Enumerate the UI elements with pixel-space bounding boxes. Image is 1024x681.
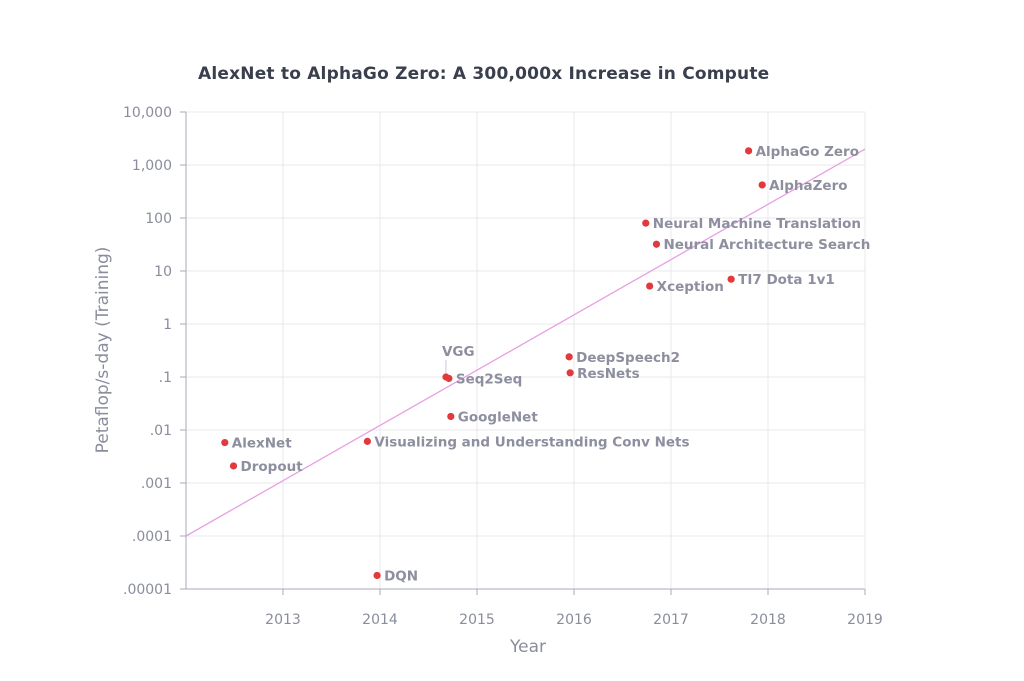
chart-title: AlexNet to AlphaGo Zero: A 300,000x Incr… xyxy=(198,64,770,84)
data-point xyxy=(363,437,371,445)
point-label: ResNets xyxy=(577,366,640,382)
y-tick-label: .001 xyxy=(141,476,172,492)
point-label: Dropout xyxy=(241,459,304,475)
x-tick-label: 2013 xyxy=(265,612,301,628)
data-point xyxy=(758,181,766,189)
y-tick-label: 10 xyxy=(154,264,172,280)
y-tick-label: .1 xyxy=(159,370,172,386)
x-tick-label: 2019 xyxy=(847,612,883,628)
data-point xyxy=(229,462,238,470)
point-label: Neural Architecture Search xyxy=(663,237,870,253)
data-point xyxy=(373,571,381,580)
x-tick-label: 2018 xyxy=(750,612,786,628)
point-labels: AlexNet Dropout Visualizing and Understand… xyxy=(232,144,871,585)
axes: .00001 .0001 .001 .01 .1 1 10 100 1,000 10,000 201… xyxy=(123,105,883,628)
y-tick-label: 100 xyxy=(145,211,172,227)
point-label: AlexNet xyxy=(232,436,292,452)
data-point xyxy=(566,369,574,377)
y-tick-label: .0001 xyxy=(132,529,172,545)
data-point xyxy=(652,240,661,248)
point-label: Seq2Seq xyxy=(456,371,522,387)
data-point xyxy=(447,412,455,421)
data-points xyxy=(221,147,766,580)
y-tick-label: 10,000 xyxy=(123,105,172,121)
data-point xyxy=(727,275,735,283)
point-label: AlphaZero xyxy=(769,178,847,194)
x-axis-title: Year xyxy=(509,637,546,657)
data-point xyxy=(565,353,573,361)
point-label: Visualizing and Understanding Conv Nets xyxy=(374,434,689,450)
grid-lines xyxy=(186,111,865,589)
y-tick-label: 1 xyxy=(163,317,172,333)
point-label: VGG xyxy=(442,344,475,360)
point-label: DQN xyxy=(384,568,418,584)
y-tick-label: .01 xyxy=(150,423,172,439)
y-tick-label: 1,000 xyxy=(132,158,172,174)
y-axis-title: Petaflop/s-day (Training) xyxy=(93,247,113,454)
point-label: Xception xyxy=(657,279,724,295)
point-label: Neural Machine Translation xyxy=(653,216,861,232)
data-point xyxy=(445,374,453,383)
trend-line-group xyxy=(185,148,866,537)
y-tick-label: .00001 xyxy=(123,582,172,598)
point-label: GoogleNet xyxy=(458,409,539,425)
trend-line xyxy=(185,148,866,537)
x-tick-label: 2017 xyxy=(653,612,689,628)
point-label: TI7 Dota 1v1 xyxy=(738,272,835,288)
point-label: AlphaGo Zero xyxy=(756,144,859,160)
data-point xyxy=(221,438,229,447)
x-tick-label: 2014 xyxy=(362,612,398,628)
point-label: DeepSpeech2 xyxy=(576,350,680,366)
x-tick-label: 2015 xyxy=(459,612,495,628)
data-point xyxy=(642,219,650,227)
data-point xyxy=(646,282,654,290)
x-tick-label: 2016 xyxy=(556,612,592,628)
data-point xyxy=(745,147,753,155)
